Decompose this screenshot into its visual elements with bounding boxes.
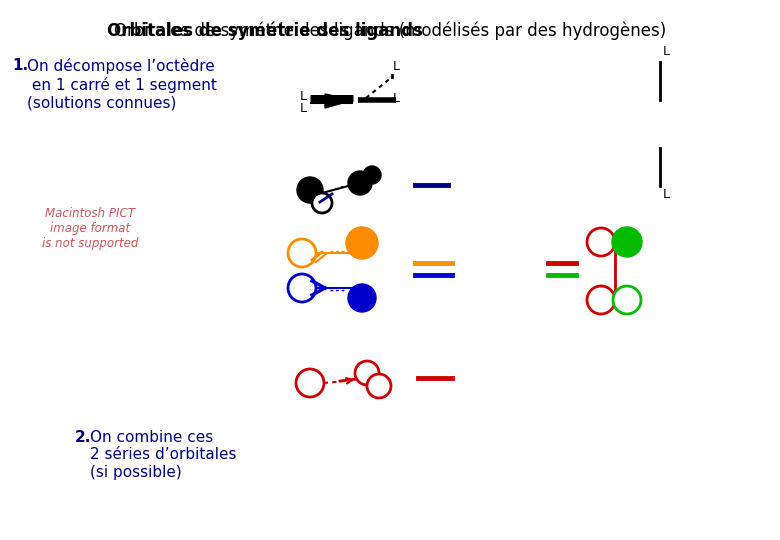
Circle shape bbox=[348, 284, 376, 312]
Polygon shape bbox=[325, 94, 353, 108]
Circle shape bbox=[612, 227, 642, 257]
Circle shape bbox=[297, 177, 323, 203]
Circle shape bbox=[288, 239, 316, 267]
Text: L: L bbox=[663, 45, 670, 58]
Text: L: L bbox=[393, 91, 400, 105]
Circle shape bbox=[288, 274, 316, 302]
Circle shape bbox=[587, 286, 615, 314]
Circle shape bbox=[367, 374, 391, 398]
Text: 1.: 1. bbox=[12, 58, 28, 73]
Circle shape bbox=[587, 228, 615, 256]
Text: L: L bbox=[663, 188, 670, 201]
Text: On décompose l’octèdre
 en 1 carré et 1 segment
(solutions connues): On décompose l’octèdre en 1 carré et 1 s… bbox=[27, 58, 217, 110]
Text: 2.: 2. bbox=[75, 430, 91, 445]
Circle shape bbox=[363, 166, 381, 184]
Circle shape bbox=[346, 227, 378, 259]
Circle shape bbox=[613, 286, 641, 314]
Text: L: L bbox=[393, 60, 400, 73]
Circle shape bbox=[355, 361, 379, 385]
Text: L: L bbox=[300, 90, 307, 103]
Circle shape bbox=[312, 193, 332, 213]
Circle shape bbox=[348, 171, 372, 195]
Text: L: L bbox=[300, 102, 307, 114]
Circle shape bbox=[296, 369, 324, 397]
Text: Orbitales de symétrie des ligands (modélisés par des hydrogènes): Orbitales de symétrie des ligands (modél… bbox=[114, 22, 666, 40]
Text: Macintosh PICT
image format
is not supported: Macintosh PICT image format is not suppo… bbox=[42, 207, 138, 250]
Text: Orbitales de symétrie des ligands: Orbitales de symétrie des ligands bbox=[107, 22, 423, 40]
Text: On combine ces
2 séries d’orbitales
(si possible): On combine ces 2 séries d’orbitales (si … bbox=[90, 430, 236, 480]
